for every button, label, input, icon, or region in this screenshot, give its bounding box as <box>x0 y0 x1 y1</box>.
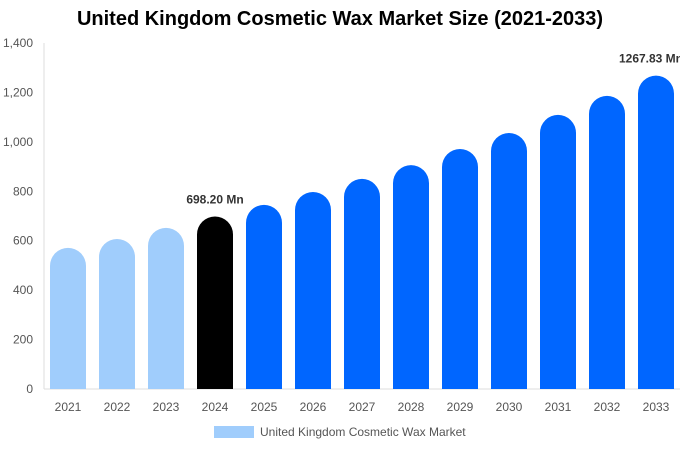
y-tick-label: 200 <box>13 333 33 347</box>
legend-label: United Kingdom Cosmetic Wax Market <box>260 425 466 439</box>
y-tick-label: 1,400 <box>3 36 33 50</box>
bar-2023 <box>148 227 184 389</box>
legend-swatch <box>214 426 254 438</box>
y-tick-label: 600 <box>13 234 33 248</box>
x-tick-label: 2030 <box>496 400 523 414</box>
bar-2025 <box>246 204 282 389</box>
bar-2026 <box>295 192 331 389</box>
x-tick-label: 2024 <box>202 400 229 414</box>
y-tick-label: 800 <box>13 184 33 198</box>
bar-2027 <box>344 178 380 389</box>
x-tick-label: 2031 <box>545 400 572 414</box>
x-tick-label: 2027 <box>349 400 376 414</box>
bar-2033 <box>638 75 674 389</box>
y-tick-label: 1,000 <box>3 135 33 149</box>
data-label: 698.20 Mn <box>186 192 243 206</box>
bar-2022 <box>99 238 135 389</box>
x-tick-label: 2029 <box>447 400 474 414</box>
legend[interactable]: United Kingdom Cosmetic Wax Market <box>214 425 466 439</box>
bar-2029 <box>442 149 478 389</box>
x-tick-label: 2021 <box>55 400 82 414</box>
x-tick-label: 2033 <box>643 400 670 414</box>
bar-2028 <box>393 165 429 389</box>
x-tick-label: 2023 <box>153 400 180 414</box>
bar-2021 <box>50 247 86 389</box>
x-tick-label: 2022 <box>104 400 131 414</box>
bar-2031 <box>540 114 576 389</box>
bar-2030 <box>491 132 527 389</box>
x-tick-label: 2028 <box>398 400 425 414</box>
y-tick-label: 0 <box>26 382 33 396</box>
x-tick-label: 2026 <box>300 400 327 414</box>
bar-2024 <box>197 216 233 389</box>
data-label: 1267.83 Mn <box>619 52 680 66</box>
bar-2032 <box>589 95 625 389</box>
x-tick-label: 2032 <box>594 400 621 414</box>
chart-title: United Kingdom Cosmetic Wax Market Size … <box>76 8 604 30</box>
y-tick-label: 400 <box>13 283 33 297</box>
y-tick-label: 1,200 <box>3 85 33 99</box>
x-tick-label: 2025 <box>251 400 278 414</box>
